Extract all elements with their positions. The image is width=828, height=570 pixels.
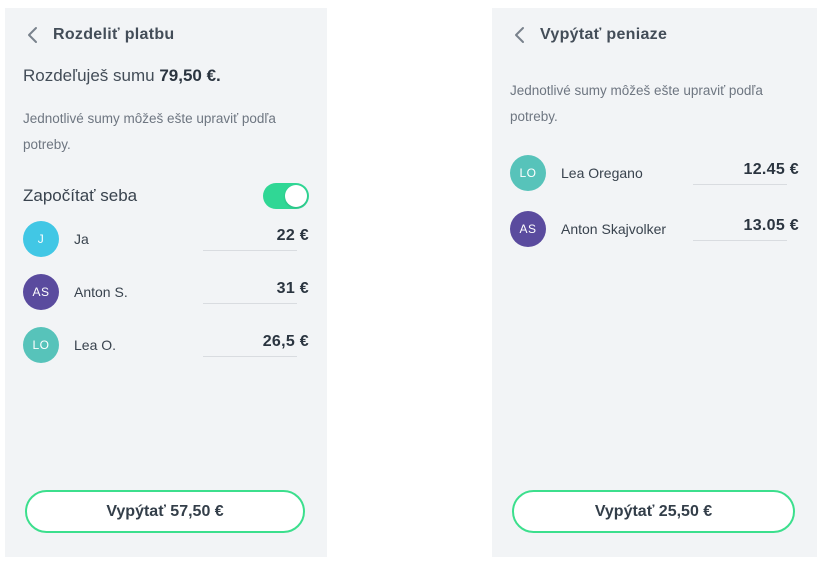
amount-value[interactable]: 12.45 € [743,160,799,178]
summary-prefix: Rozdeľuješ sumu [23,66,160,85]
amount-field[interactable]: 12.45 € [693,161,799,185]
amount-underline [203,250,297,252]
amount-value[interactable]: 13.05 € [743,216,799,234]
amount-underline [203,303,297,305]
member-list: J Ja 22 € AS Anton S. 31 € LO Lea O. [23,213,309,372]
amount-underline [693,183,787,185]
avatar: AS [23,274,59,311]
member-row: AS Anton S. 31 € [23,266,309,319]
avatar: LO [23,327,59,364]
amount-field[interactable]: 31 € [203,280,309,305]
amount-value[interactable]: 31 € [276,280,309,298]
avatar: LO [510,154,546,191]
member-name: Lea Oregano [561,164,643,181]
page-title: Rozdeliť platbu [53,26,175,43]
include-self-toggle[interactable] [263,182,309,209]
member-list: LO Lea Oregano 12.45 € AS Anton Skajvolk… [510,145,799,257]
chevron-left-icon [26,26,38,44]
back-button[interactable] [23,26,41,44]
include-self-label: Započítať seba [23,185,138,205]
amount-field[interactable]: 22 € [203,227,309,252]
include-self-row: Započítať seba [23,182,309,209]
amount-field[interactable]: 13.05 € [693,217,799,241]
hint-text: Jednotlivé sumy môžeš ešte upraviť podľa… [510,83,763,125]
split-summary: Rozdeľuješ sumu 79,50 €. [23,66,309,86]
member-name: Anton S. [74,284,128,301]
back-button[interactable] [510,26,528,44]
request-money-screen: Vypýtať peniaze Jednotlivé sumy môžeš eš… [492,8,817,557]
member-row: LO Lea O. 26,5 € [23,319,309,372]
request-money-button[interactable]: Vypýtať 25,50 € [512,490,795,533]
amount-value[interactable]: 22 € [276,227,309,245]
amount-value[interactable]: 26,5 € [262,333,309,351]
member-name: Ja [74,231,89,248]
summary-amount: 79,50 €. [159,66,221,85]
member-name: Lea O. [74,337,117,354]
member-row: LO Lea Oregano 12.45 € [510,145,799,201]
header: Rozdeliť platbu [23,26,309,44]
chevron-left-icon [513,26,525,44]
member-name: Anton Skajvolker [561,220,667,237]
hint-text: Jednotlivé sumy môžeš ešte upraviť podľa… [23,111,276,153]
amount-underline [203,356,297,358]
request-money-button[interactable]: Vypýtať 57,50 € [25,490,305,533]
header: Vypýtať peniaze [510,26,799,44]
split-payment-screen: Rozdeliť platbu Rozdeľuješ sumu 79,50 €.… [5,8,327,557]
toggle-knob [285,184,307,207]
avatar: AS [510,210,546,247]
member-row: AS Anton Skajvolker 13.05 € [510,201,799,257]
member-row: J Ja 22 € [23,213,309,266]
avatar: J [23,221,59,258]
amount-field[interactable]: 26,5 € [203,333,309,358]
page-title: Vypýtať peniaze [540,26,668,43]
amount-underline [693,239,787,241]
